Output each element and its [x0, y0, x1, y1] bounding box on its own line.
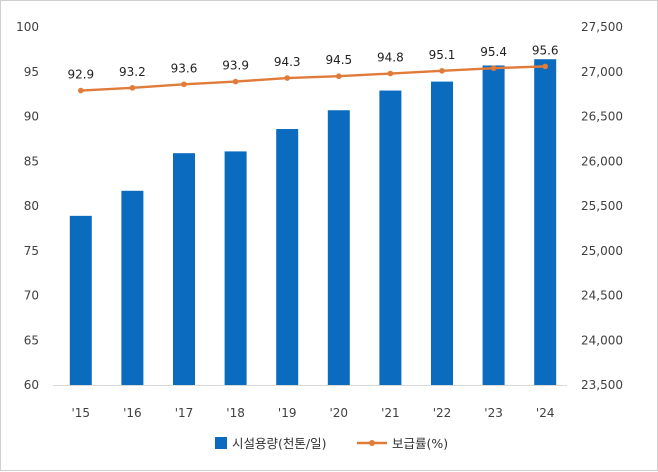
bar [69, 215, 92, 385]
line-point [232, 78, 239, 85]
y-right-tick-label: 24,000 [581, 333, 623, 347]
x-tick-label: '19 [278, 406, 297, 420]
bar [327, 110, 350, 386]
y-right-tick-label: 26,000 [581, 154, 623, 168]
y-right-tick-label: 27,500 [581, 20, 623, 34]
bar [224, 151, 247, 385]
line-point [78, 87, 84, 94]
line-point [336, 73, 342, 80]
data-label: 93.6 [171, 61, 198, 75]
bar [431, 81, 453, 385]
line-series [80, 65, 546, 92]
data-label: 95.1 [429, 48, 456, 62]
y-left-tick-label: 70 [24, 289, 39, 303]
x-tick-label: '24 [536, 406, 555, 420]
data-label: 93.2 [119, 65, 146, 79]
legend-line-label: 보급률(%) [392, 436, 448, 451]
y-left-tick-label: 65 [24, 333, 39, 347]
x-tick-label: '18 [226, 406, 245, 420]
data-label: 92.9 [67, 68, 94, 82]
legend-bar-swatch [215, 437, 227, 449]
y-right-tick-label: 26,500 [581, 110, 623, 124]
y-right-tick-label: 23,500 [581, 378, 623, 392]
y-left-tick-label: 95 [24, 65, 39, 79]
line-point [439, 68, 445, 74]
y-left-tick-label: 90 [24, 110, 39, 124]
y-left-tick-label: 75 [24, 244, 39, 258]
legend-line-marker [369, 440, 375, 446]
y-right-tick-label: 25,000 [581, 244, 623, 258]
data-label: 93.9 [222, 59, 249, 73]
y-left-tick-label: 80 [24, 199, 39, 213]
line-point [490, 65, 497, 71]
y-right-tick-label: 27,000 [581, 65, 623, 79]
y-left-tick-label: 85 [24, 154, 39, 168]
y-left-tick-label: 100 [16, 20, 39, 34]
bar [482, 65, 505, 386]
y-left-tick-label: 60 [24, 378, 39, 392]
x-tick-label: '22 [433, 406, 452, 420]
bar [121, 190, 144, 385]
data-label: 94.5 [325, 53, 352, 67]
line-point [284, 75, 291, 81]
data-label: 94.8 [377, 51, 404, 65]
x-tick-label: '15 [72, 406, 91, 420]
data-label: 95.6 [532, 43, 559, 57]
x-tick-label: '17 [175, 406, 194, 420]
data-label: 95.4 [480, 45, 507, 59]
x-tick-label: '20 [330, 406, 349, 420]
line-point [542, 63, 548, 70]
bar [534, 59, 557, 385]
y-right-tick-label: 24,500 [581, 289, 623, 303]
legend-bar-label: 시설용량(천톤/일) [232, 436, 326, 451]
x-tick-label: '23 [484, 406, 503, 420]
data-label: 94.3 [274, 55, 301, 69]
line-point [129, 85, 136, 91]
bar [379, 90, 402, 386]
y-right-tick-label: 25,500 [581, 199, 623, 213]
line-point [181, 81, 187, 88]
bar [276, 129, 299, 385]
line-point [387, 70, 394, 77]
x-tick-label: '16 [123, 406, 142, 420]
bar [173, 153, 195, 385]
x-tick-label: '21 [381, 406, 400, 420]
